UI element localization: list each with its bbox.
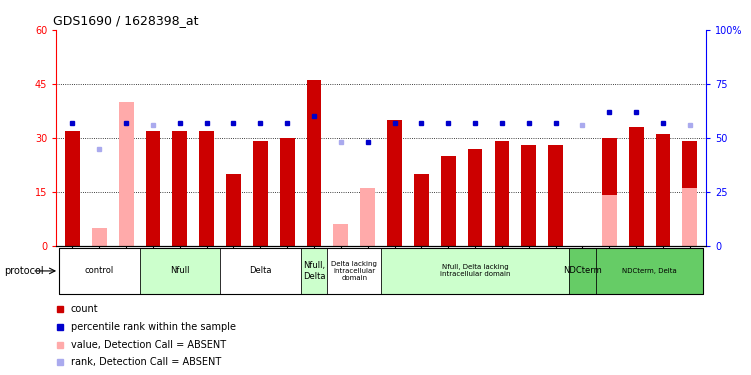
Text: NDCterm, Delta: NDCterm, Delta <box>622 268 677 274</box>
Bar <box>280 138 294 246</box>
Text: percentile rank within the sample: percentile rank within the sample <box>71 322 236 332</box>
Text: Delta: Delta <box>249 266 272 275</box>
Bar <box>521 145 536 246</box>
Bar <box>381 248 569 294</box>
Bar <box>333 224 348 246</box>
Bar <box>65 130 80 246</box>
Bar <box>253 141 267 246</box>
Text: Delta lacking
intracellular
domain: Delta lacking intracellular domain <box>331 261 377 281</box>
Bar <box>146 130 161 246</box>
Bar <box>414 174 429 246</box>
Text: GDS1690 / 1628398_at: GDS1690 / 1628398_at <box>53 15 198 27</box>
Text: NDCterm: NDCterm <box>563 266 602 275</box>
Bar <box>199 130 214 246</box>
Bar <box>59 248 140 294</box>
Bar <box>306 80 321 246</box>
Bar <box>683 141 697 246</box>
Bar <box>119 102 134 246</box>
Bar <box>602 138 617 246</box>
Bar <box>226 174 241 246</box>
Text: Nfull,
Delta: Nfull, Delta <box>303 261 325 280</box>
Bar <box>569 248 596 294</box>
Text: count: count <box>71 304 98 314</box>
Bar <box>388 120 402 246</box>
Bar <box>468 148 482 246</box>
Text: protocol: protocol <box>4 266 44 276</box>
Bar <box>548 145 563 246</box>
Bar <box>300 248 327 294</box>
Text: Nfull: Nfull <box>170 266 189 275</box>
Text: value, Detection Call = ABSENT: value, Detection Call = ABSENT <box>71 339 226 350</box>
Bar <box>327 248 381 294</box>
Text: rank, Detection Call = ABSENT: rank, Detection Call = ABSENT <box>71 357 221 368</box>
Bar <box>360 188 375 246</box>
Text: control: control <box>85 266 114 275</box>
Bar <box>173 130 187 246</box>
Bar <box>220 248 300 294</box>
Bar <box>683 188 697 246</box>
Bar <box>596 248 703 294</box>
Text: Nfull, Delta lacking
intracellular domain: Nfull, Delta lacking intracellular domai… <box>440 264 511 278</box>
Bar <box>441 156 456 246</box>
Bar <box>495 141 509 246</box>
Bar <box>629 127 644 246</box>
Bar <box>140 248 220 294</box>
Bar <box>656 134 671 246</box>
Bar <box>602 195 617 246</box>
Bar <box>92 228 107 246</box>
